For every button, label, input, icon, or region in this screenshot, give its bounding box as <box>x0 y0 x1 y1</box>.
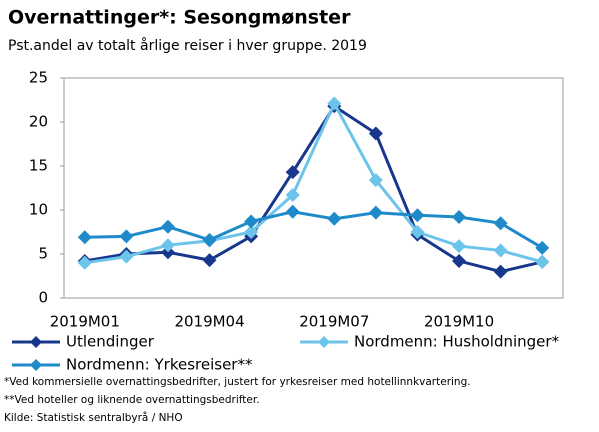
legend-label: Utlendinger <box>66 333 155 351</box>
y-tick-label: 10 <box>29 201 48 219</box>
point-marker <box>410 208 425 223</box>
point-marker <box>368 205 383 220</box>
point-marker <box>119 249 134 264</box>
point-marker <box>160 219 175 234</box>
point-marker <box>202 232 217 247</box>
point-marker <box>368 173 383 188</box>
point-marker <box>535 240 550 255</box>
y-tick-label: 15 <box>29 157 48 175</box>
y-tick-label: 20 <box>29 113 48 131</box>
point-marker <box>410 225 425 239</box>
y-tick-label: 5 <box>38 245 48 263</box>
point-marker <box>327 211 342 226</box>
series-line <box>84 210 543 250</box>
footnote: **Ved hoteller og liknende overnattingsb… <box>4 394 260 406</box>
x-tick-label: 2019M04 <box>174 313 244 331</box>
point-marker <box>285 165 300 180</box>
x-tick-label: 2019M10 <box>424 313 494 331</box>
point-marker <box>368 126 383 141</box>
plot-frame <box>63 77 564 299</box>
legend-marker <box>30 336 42 348</box>
point-marker <box>119 229 134 244</box>
point-marker <box>77 255 92 270</box>
point-marker <box>493 243 508 258</box>
chart-title: Overnattinger*: Sesongmønster <box>8 7 351 29</box>
series-line <box>84 104 543 274</box>
source: Kilde: Statistisk sentralbyrå / NHO <box>4 411 183 424</box>
point-marker <box>327 96 342 111</box>
point-marker <box>244 225 259 239</box>
point-marker <box>493 264 508 279</box>
legend-label: Nordmenn: Husholdninger* <box>354 333 560 351</box>
point-marker <box>452 254 467 269</box>
legend-marker <box>30 359 42 371</box>
legend-label: Nordmenn: Yrkesreiser** <box>66 356 253 374</box>
point-marker <box>493 216 508 231</box>
y-tick-label: 0 <box>38 289 48 307</box>
series-line <box>84 100 543 265</box>
point-marker <box>535 254 550 269</box>
footnote: *Ved kommersielle overnattingsbedrifter,… <box>4 376 471 388</box>
x-tick-label: 2019M07 <box>299 313 369 331</box>
legend-marker <box>318 336 330 348</box>
x-tick-label: 2019M01 <box>50 313 120 331</box>
point-marker <box>244 214 259 229</box>
point-marker <box>160 238 175 253</box>
point-marker <box>77 230 92 245</box>
point-marker <box>452 210 467 225</box>
point-marker <box>285 188 300 203</box>
point-marker <box>285 204 300 219</box>
y-tick-label: 25 <box>29 69 48 87</box>
point-marker <box>452 239 467 254</box>
point-marker <box>160 245 175 260</box>
point-marker <box>202 253 217 268</box>
chart-subtitle: Pst.andel av totalt årlige reiser i hver… <box>8 37 367 54</box>
